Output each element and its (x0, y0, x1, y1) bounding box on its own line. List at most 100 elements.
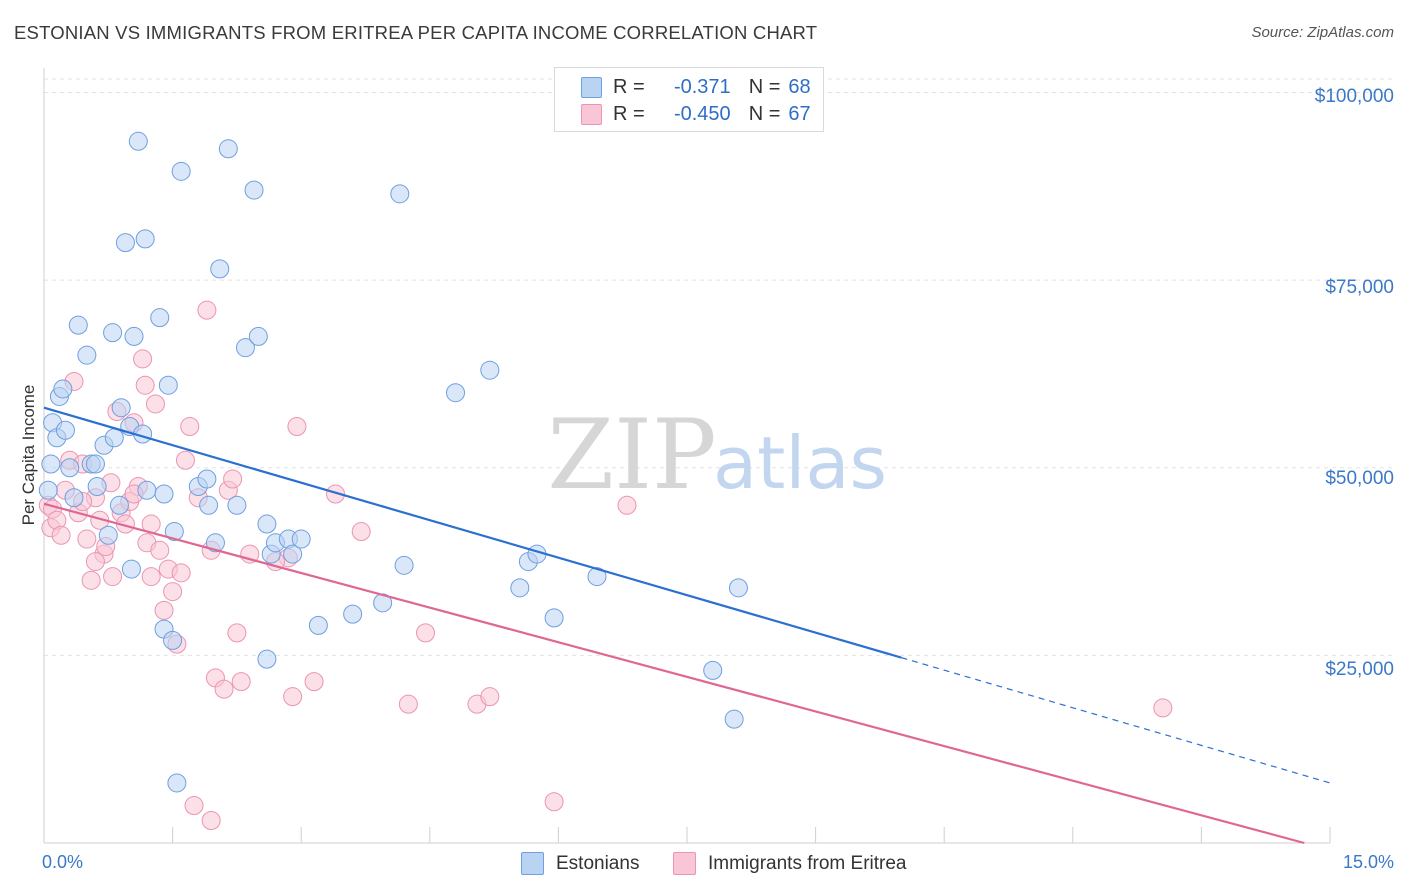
estonian-point (257, 649, 277, 669)
estonian-point (197, 469, 217, 489)
eritrea-point (103, 567, 123, 587)
eritrea-point (163, 582, 183, 602)
estonian-point (103, 323, 123, 343)
eritrea-point (135, 375, 155, 395)
eritrea-point (150, 540, 170, 560)
estonian-point (728, 578, 748, 598)
estonian-point (77, 345, 97, 365)
estonian-point (291, 529, 311, 549)
legend-n-value: 67 (788, 102, 811, 125)
estonian-point (703, 660, 723, 680)
estonian-point (124, 326, 144, 346)
estonian-point (60, 458, 80, 478)
estonian-point (544, 608, 564, 628)
eritrea-points (38, 300, 1173, 830)
estonian-point (109, 495, 129, 515)
bottom-legend-estonians: Estonians (521, 852, 639, 875)
trend-lines (43, 406, 1331, 845)
estonian-point (446, 383, 466, 403)
chart-title: ESTONIAN VS IMMIGRANTS FROM ERITREA PER … (14, 22, 818, 43)
bottom-legend-swatch (673, 852, 696, 875)
eritrea-point (51, 525, 71, 545)
eritrea-point (480, 687, 500, 707)
estonian-trend-extension (901, 657, 1331, 784)
eritrea-point (227, 623, 247, 643)
legend-n-value: 68 (788, 75, 811, 98)
estonian-point (244, 180, 264, 200)
estonian-point (171, 161, 191, 181)
estonian-point (53, 379, 73, 399)
legend-swatch-eritrea (581, 104, 602, 125)
estonian-point (210, 259, 230, 279)
estonian-point (163, 630, 183, 650)
estonian-point (38, 480, 58, 500)
eritrea-point (141, 567, 161, 587)
eritrea-point (283, 687, 303, 707)
estonian-point (205, 533, 225, 553)
eritrea-point (133, 349, 153, 369)
eritrea-point (304, 672, 324, 692)
estonian-point (164, 522, 184, 542)
eritrea-point (544, 792, 564, 812)
estonian-point (111, 398, 131, 418)
estonian-point (248, 326, 268, 346)
estonian-point (257, 514, 277, 534)
estonian-point (199, 495, 219, 515)
eritrea-point (231, 672, 251, 692)
estonian-point (64, 488, 84, 508)
bottom-legend-swatch (521, 852, 544, 875)
eritrea-point (223, 469, 243, 489)
legend-n-label: N = (748, 75, 781, 98)
estonian-point (308, 615, 328, 635)
estonian-trend-line (43, 406, 902, 659)
eritrea-point (184, 795, 204, 815)
estonian-point (390, 184, 410, 204)
legend-r-value: -0.371 (673, 75, 731, 98)
estonian-point (235, 338, 255, 358)
legend-row-estonians: R = -0.371 N = 68 (613, 74, 811, 100)
eritrea-point (175, 450, 195, 470)
estonian-point (87, 477, 107, 497)
estonian-point (135, 229, 155, 249)
eritrea-trend-line (43, 502, 1305, 845)
estonian-point (587, 567, 607, 587)
eritrea-point (287, 416, 307, 436)
estonian-point (167, 773, 187, 793)
estonian-point (343, 604, 363, 624)
eritrea-point (145, 394, 165, 414)
estonian-point (480, 360, 500, 380)
estonian-point (121, 559, 141, 579)
y-tick-label: $75,000 (1325, 277, 1394, 298)
watermark: ZIP atlas (547, 399, 887, 511)
eritrea-point (325, 484, 345, 504)
legend-row-eritrea: R = -0.450 N = 67 (613, 101, 811, 127)
eritrea-point (180, 416, 200, 436)
y-tick-label: $25,000 (1325, 659, 1394, 680)
watermark-atlas: atlas (713, 421, 887, 505)
estonian-point (68, 315, 88, 335)
bottom-legend-label: Estonians (556, 852, 640, 874)
eritrea-point (398, 694, 418, 714)
eritrea-point (197, 300, 217, 320)
estonian-point (724, 709, 744, 729)
stats-legend: R = -0.371 N = 68 R = -0.450 N = 67 (554, 67, 824, 132)
legend-r-label: R = (613, 75, 645, 98)
eritrea-point (171, 563, 191, 583)
estonian-point (128, 131, 148, 151)
estonian-point (98, 525, 118, 545)
estonian-point (227, 495, 247, 515)
eritrea-point (214, 679, 234, 699)
gridlines (44, 78, 1394, 656)
bottom-legend-eritrea: Immigrants from Eritrea (673, 852, 906, 875)
eritrea-point (85, 552, 105, 572)
axes (43, 68, 1331, 844)
estonian-points (38, 131, 748, 793)
x-tick-label-max: 15.0% (1342, 852, 1394, 872)
x-tick-label-min: 0.0% (42, 852, 84, 872)
estonian-point (115, 233, 135, 253)
estonian-point (41, 454, 61, 474)
source-label: Source: ZipAtlas.com (1251, 24, 1394, 41)
eritrea-point (617, 495, 637, 515)
eritrea-point (81, 570, 101, 590)
